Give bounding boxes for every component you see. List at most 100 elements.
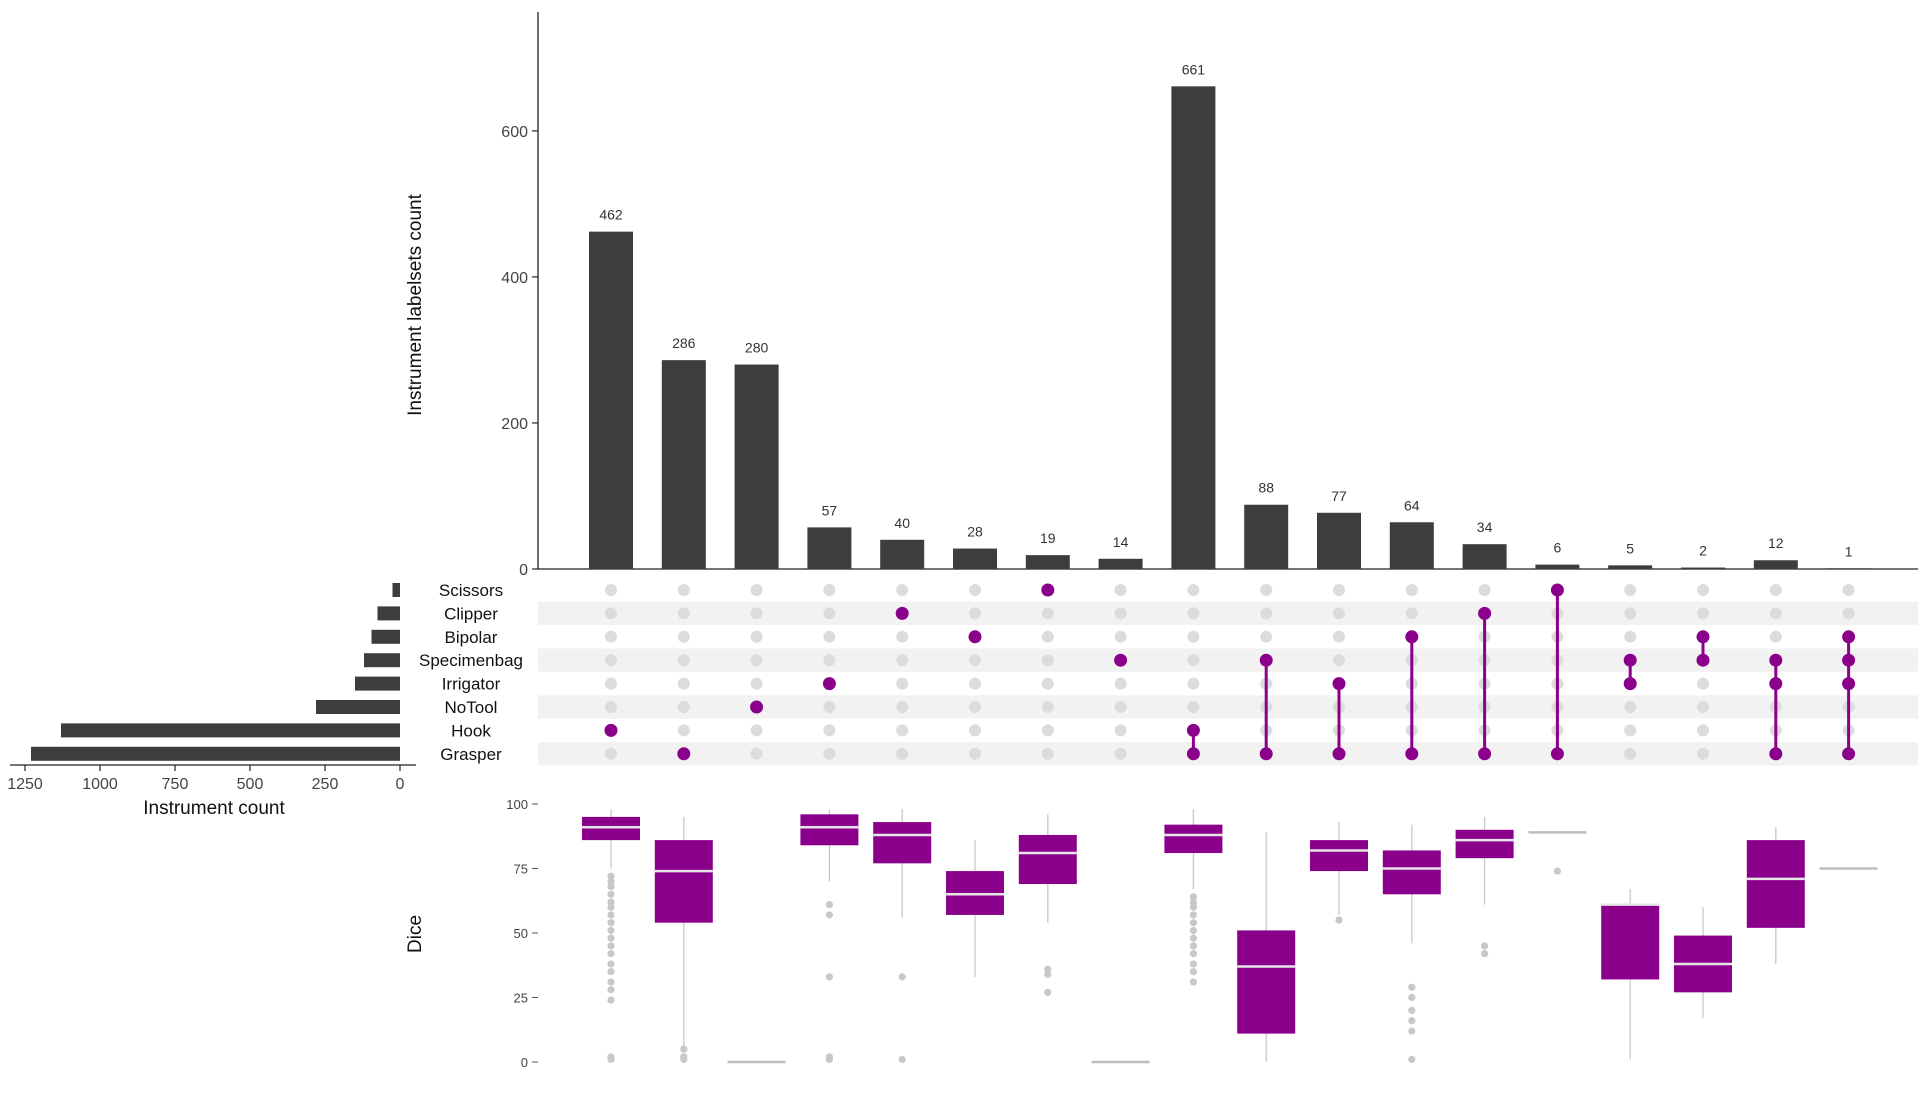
matrix-dot-inactive (605, 747, 617, 760)
matrix-dot-inactive (969, 724, 981, 737)
matrix-dot-active (822, 677, 836, 691)
matrix-dot-inactive (1260, 584, 1273, 596)
matrix-dot-active (1405, 630, 1419, 644)
dice-outlier (607, 903, 615, 911)
dice-box (946, 871, 1004, 915)
intersection-bar-label: 6 (1554, 540, 1562, 556)
dice-box-group (582, 809, 640, 1064)
matrix-dot-inactive (896, 630, 909, 643)
dice-outlier (607, 986, 615, 994)
set-size-x-tick-label: 1250 (7, 776, 43, 793)
matrix-dot-inactive (969, 677, 981, 690)
matrix-dot-inactive (605, 654, 617, 667)
matrix-dot-active (1259, 747, 1273, 761)
matrix-dot-inactive (605, 701, 617, 713)
matrix-dot-inactive (1114, 584, 1127, 596)
matrix-dot-inactive (750, 630, 763, 643)
dice-outlier (607, 872, 615, 880)
matrix-dot-inactive (1041, 654, 1054, 667)
dice-outlier (1189, 919, 1197, 927)
dice-outlier (1189, 903, 1197, 911)
dice-outlier (607, 1055, 615, 1064)
intersection-bar-label: 64 (1404, 497, 1420, 513)
matrix-dot-inactive (1114, 630, 1127, 643)
dice-outlier (1408, 1017, 1416, 1025)
matrix-dot-inactive (1187, 677, 1200, 690)
set-label-grasper: Grasper (440, 745, 502, 764)
dice-outlier (607, 978, 615, 986)
set-size-bar (377, 606, 400, 621)
dice-outlier (1189, 968, 1197, 976)
matrix-dot-active (1332, 677, 1346, 691)
dice-box-group (654, 816, 713, 1064)
dice-outlier (1189, 893, 1197, 901)
set-size-x-tick-label: 1000 (82, 776, 118, 793)
intersection-bar (880, 539, 925, 569)
matrix-dot-active (1769, 677, 1783, 691)
dice-outlier (607, 919, 615, 927)
matrix-dot-inactive (750, 654, 763, 667)
matrix-row-stripe-notool (538, 695, 1918, 719)
dice-box-group (1746, 827, 1805, 964)
dice-outlier (1189, 942, 1197, 950)
matrix-dot-inactive (1187, 584, 1200, 596)
intersection-bar (1753, 560, 1798, 569)
set-size-bars (31, 583, 400, 761)
matrix-dot-active (968, 630, 982, 644)
matrix-dot-inactive (677, 630, 690, 643)
set-label-notool: NoTool (445, 698, 498, 717)
matrix-dot-active (1842, 677, 1856, 691)
matrix-dot-inactive (1624, 701, 1637, 713)
dice-y-tick-label: 100 (506, 797, 528, 812)
matrix-dot-inactive (1041, 630, 1054, 643)
dice-box-group (1018, 814, 1077, 996)
set-size-bar (316, 700, 400, 714)
intersection-bar (1098, 558, 1143, 569)
matrix-dot-inactive (605, 584, 617, 596)
matrix-dot-active (895, 606, 909, 620)
intersection-bar (589, 231, 633, 570)
dice-box-group (1237, 832, 1296, 1062)
dice-outlier (607, 942, 615, 950)
matrix-dot-inactive (1769, 584, 1782, 596)
matrix-dot-active (1405, 747, 1419, 761)
dice-outlier (607, 968, 615, 976)
intersection-bar-label: 57 (822, 502, 838, 518)
dice-outlier (1189, 934, 1197, 942)
intersection-bar-label: 661 (1182, 61, 1206, 77)
intersection-bar (1317, 512, 1361, 569)
set-size-bar (364, 653, 400, 668)
matrix-dot-inactive (969, 584, 981, 596)
dice-box (582, 816, 640, 841)
matrix-dot-active (677, 747, 691, 761)
matrix-dot-inactive (1041, 677, 1054, 690)
dice-outlier (825, 973, 834, 981)
matrix-dot-inactive (750, 584, 763, 596)
dice-outlier (607, 960, 615, 968)
dice-box-group (1382, 824, 1441, 1064)
matrix-dot-inactive (1114, 607, 1127, 620)
matrix-dot-active (1769, 747, 1783, 761)
matrix-dot-inactive (1187, 654, 1200, 667)
dice-outlier (1408, 1027, 1416, 1035)
dice-outlier (1408, 983, 1416, 991)
set-size-chart: 1250 1000 750 500 250 0 Instrument count (7, 583, 416, 819)
dice-outlier (1481, 942, 1489, 950)
set-size-x-axis-title: Instrument count (143, 798, 285, 819)
matrix-dot-inactive (1624, 584, 1637, 596)
set-size-x-tick-label: 0 (396, 776, 405, 793)
matrix-dot-inactive (1769, 630, 1782, 643)
set-label-scissors: Scissors (439, 581, 503, 600)
dice-outlier (825, 911, 834, 919)
matrix-dot-inactive (750, 724, 763, 737)
matrix-dot-inactive (969, 701, 981, 713)
matrix-dot-inactive (677, 701, 690, 713)
dice-outlier (1408, 993, 1416, 1002)
dice-box-group (1455, 816, 1514, 958)
intersection-bar-chart: 0 200 400 600 462 286 280 57 40 28 19 14 661 88 77 64 3… (405, 12, 1918, 579)
intersection-bar-label: 77 (1331, 488, 1347, 504)
intersection-bar-label: 40 (894, 515, 910, 531)
intersection-bar (1244, 504, 1289, 569)
dice-box-group (1310, 822, 1368, 924)
matrix-dot-inactive (823, 701, 836, 713)
